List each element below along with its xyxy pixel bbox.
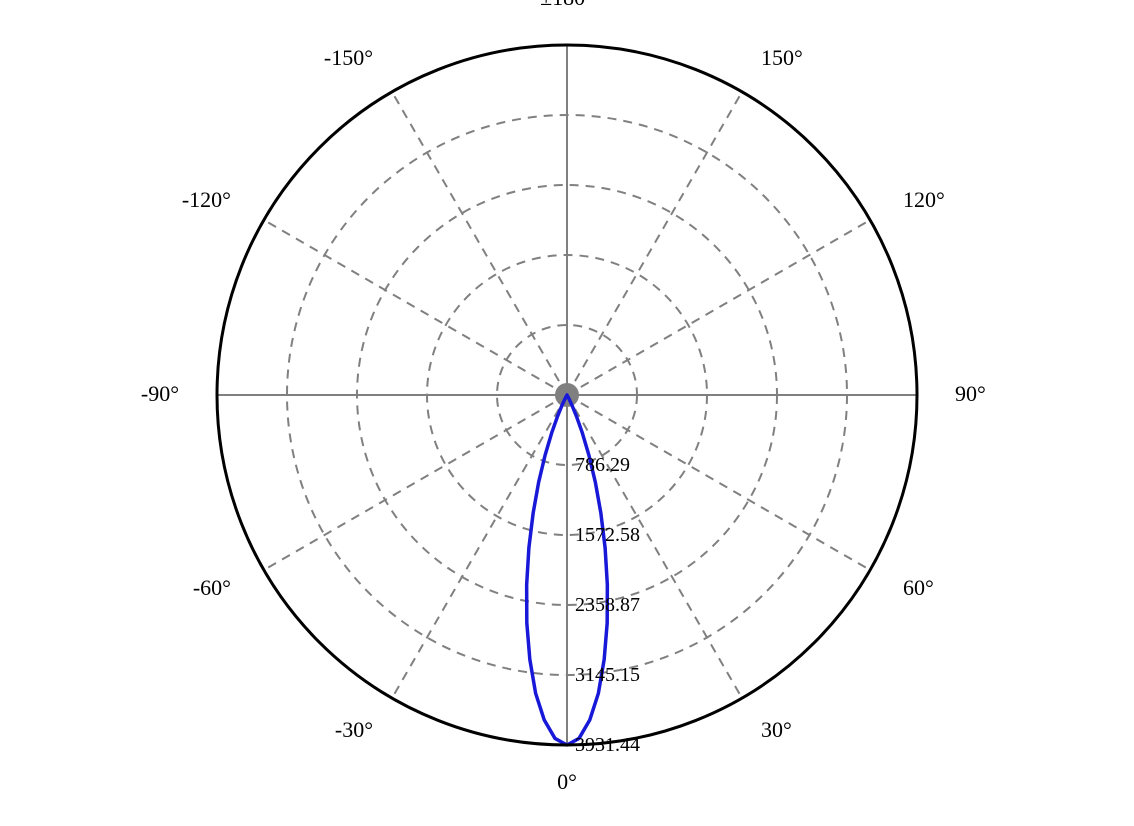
angle-label: ±180° <box>540 0 594 10</box>
angle-label: 90° <box>955 381 986 406</box>
grid-spoke <box>264 220 567 395</box>
grid-spoke <box>392 92 567 395</box>
radial-tick-label: 2358.87 <box>575 594 640 616</box>
grid-spoke <box>567 92 742 395</box>
radial-tick-label: 786.29 <box>575 454 630 476</box>
grid-spoke <box>567 395 742 698</box>
angle-label: 120° <box>903 187 945 212</box>
angle-label: -60° <box>193 575 231 600</box>
grid-spoke <box>264 395 567 570</box>
radial-tick-label: 1572.58 <box>575 524 640 546</box>
angle-label: 150° <box>761 45 803 70</box>
angle-label: 60° <box>903 575 934 600</box>
radial-tick-label: 3145.15 <box>575 664 640 686</box>
angle-label: -30° <box>335 717 373 742</box>
angle-label: 0° <box>557 769 577 794</box>
angle-label: -150° <box>324 45 373 70</box>
polar-chart-svg: ±180° -150° -120° -90° -60° -30° 0° 30° 60° 90° 12… <box>0 0 1134 826</box>
angle-label: 30° <box>761 717 792 742</box>
polar-chart: ±180° -150° -120° -90° -60° -30° 0° 30° 60° 90° 12… <box>0 0 1134 826</box>
grid-spoke <box>392 395 567 698</box>
radial-tick-labels: 786.29 1572.58 2358.87 3145.15 3931.44 <box>575 454 640 756</box>
angle-label: -120° <box>182 187 231 212</box>
radial-tick-label: 3931.44 <box>575 734 640 756</box>
grid-spoke <box>567 220 870 395</box>
angle-label: -90° <box>141 381 179 406</box>
